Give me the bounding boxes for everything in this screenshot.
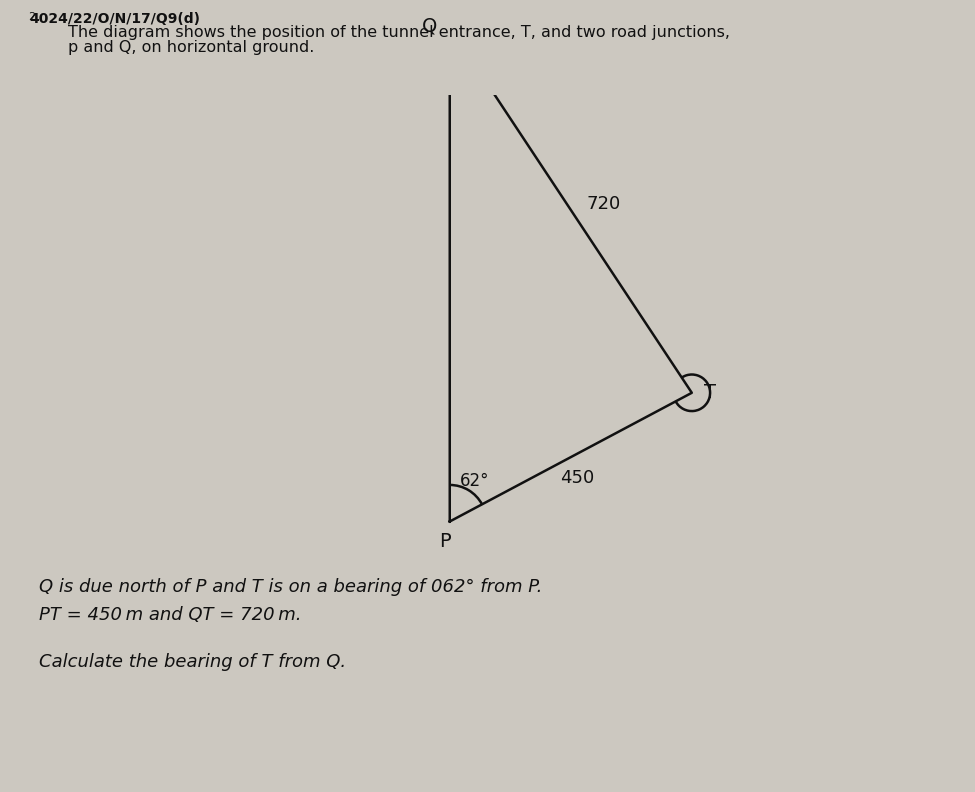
Text: Q: Q [422,17,438,36]
Text: 62°: 62° [459,472,489,489]
Text: 720: 720 [586,195,620,213]
Text: p and Q, on horizontal ground.: p and Q, on horizontal ground. [68,40,315,55]
Text: Q is due north of P and T is on a bearing of 062° from P.: Q is due north of P and T is on a bearin… [39,578,542,596]
Text: 2: 2 [29,12,40,22]
Text: T: T [704,383,716,402]
Text: The diagram shows the position of the tunnel entrance, T, and two road junctions: The diagram shows the position of the tu… [68,25,730,40]
Text: 450: 450 [560,470,594,487]
Text: 4024/22/O/N/17/Q9(d): 4024/22/O/N/17/Q9(d) [29,12,200,26]
Text: PT = 450 m and QT = 720 m.: PT = 450 m and QT = 720 m. [39,606,301,624]
Text: Calculate the bearing of T from Q.: Calculate the bearing of T from Q. [39,653,346,672]
Text: P: P [439,532,450,551]
